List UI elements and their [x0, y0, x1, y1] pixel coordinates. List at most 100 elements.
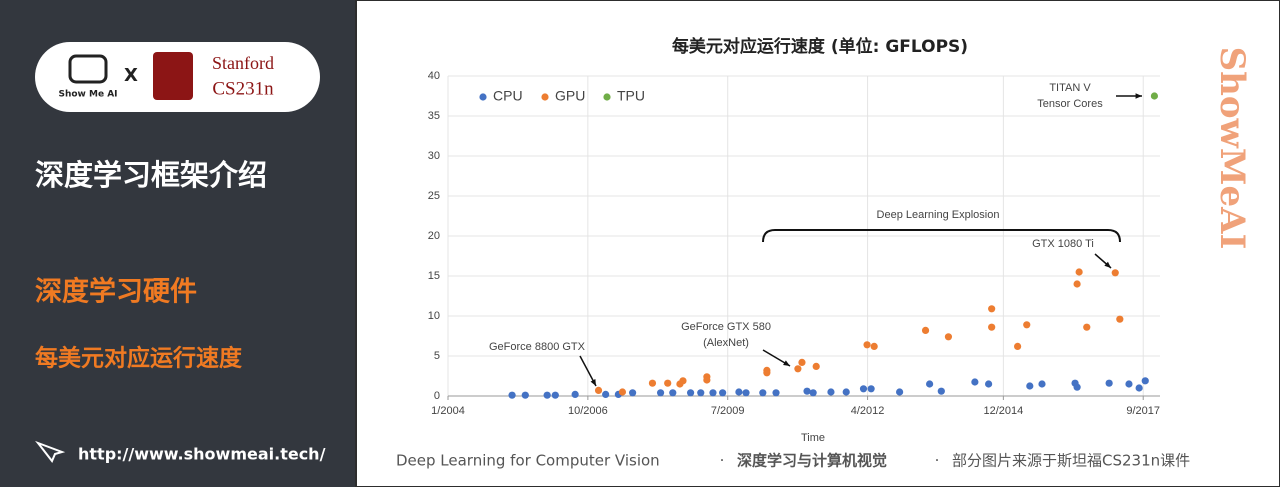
x-tick-label: 9/2017 [1126, 405, 1160, 417]
footer-separator-2: · [935, 452, 940, 470]
logo-icon [68, 54, 108, 84]
legend-label: TPU [617, 88, 645, 104]
footer-separator: · [720, 452, 725, 470]
point [988, 305, 996, 313]
x-tick-label: 1/2004 [431, 405, 465, 417]
point [656, 389, 665, 397]
point [1125, 380, 1133, 388]
point [926, 380, 934, 388]
x-axis-label: Time [801, 432, 825, 444]
point [1105, 379, 1113, 387]
point [648, 379, 657, 387]
point [944, 333, 953, 341]
point [571, 390, 579, 398]
point [508, 391, 516, 399]
x-tick-label: 10/2006 [568, 405, 608, 417]
point [629, 389, 637, 397]
point [985, 380, 993, 388]
y-tick-label: 35 [428, 110, 440, 122]
logo-school: Stanford [212, 53, 274, 73]
subtopic: 每美元对应运行速度 [35, 345, 243, 372]
point [809, 389, 817, 397]
arrow-head [783, 360, 790, 366]
point [827, 388, 835, 396]
point [686, 389, 695, 397]
watermark: ShowMeAI [1212, 47, 1252, 250]
point [1073, 383, 1081, 391]
stanford-logo [153, 52, 193, 100]
point [719, 389, 727, 397]
point [870, 342, 878, 350]
legend-marker [603, 93, 611, 101]
point [1014, 342, 1022, 350]
section-title: 深度学习框架介绍 [35, 158, 267, 192]
x-tick-label: 12/2014 [983, 405, 1023, 417]
point [602, 390, 610, 398]
point [1023, 321, 1031, 329]
footer-english: Deep Learning for Computer Vision [396, 452, 660, 470]
y-tick-label: 40 [428, 70, 440, 82]
point [798, 358, 806, 366]
y-tick-label: 10 [428, 310, 440, 322]
point [863, 341, 871, 349]
annotation: GeForce 8800 GTX [489, 341, 586, 353]
point [896, 388, 904, 396]
legend-label: GPU [555, 88, 585, 104]
annotation: Tensor Cores [1037, 98, 1103, 110]
point [971, 378, 979, 386]
point [1073, 280, 1081, 288]
point [618, 388, 627, 396]
cursor-icon [35, 440, 66, 463]
point [812, 362, 820, 370]
annotation: GTX 1080 Ti [1032, 238, 1094, 250]
point [1150, 92, 1159, 100]
point [521, 391, 529, 399]
logo-course: CS231n [212, 78, 274, 99]
legend-marker [541, 93, 549, 101]
y-tick-label: 15 [428, 270, 440, 282]
point [709, 389, 717, 397]
point [703, 376, 711, 384]
annotation: Deep Learning Explosion [877, 209, 1000, 221]
point [735, 388, 743, 396]
point [1083, 323, 1091, 331]
y-tick-label: 30 [428, 150, 440, 162]
point [921, 326, 930, 334]
point [867, 385, 875, 393]
point [937, 387, 945, 395]
point [543, 391, 551, 399]
point [772, 389, 780, 397]
footer-source: 部分图片来源于斯坦福CS231n课件 [952, 452, 1190, 470]
point [1038, 380, 1046, 388]
arrow-head [1135, 93, 1142, 99]
y-tick-label: 20 [428, 230, 440, 242]
annotation: (AlexNet) [703, 337, 749, 349]
point [664, 379, 672, 387]
legend-marker [479, 93, 487, 101]
url[interactable]: http://www.showmeai.tech/ [78, 445, 326, 464]
x-tick-label: 4/2012 [851, 405, 885, 417]
chart-title: 每美元对应运行速度 (单位: GFLOPS) [672, 36, 968, 57]
annotation: TITAN V [1049, 82, 1091, 94]
legend-label: CPU [493, 88, 523, 104]
point [759, 389, 767, 397]
explosion-bracket [762, 229, 1121, 243]
point [859, 385, 868, 393]
y-tick-label: 25 [428, 190, 440, 202]
point [742, 389, 750, 397]
point [1141, 377, 1149, 385]
point [697, 389, 705, 397]
x-tick-label: 7/2009 [711, 405, 745, 417]
y-tick-label: 0 [434, 390, 440, 402]
point [1026, 382, 1034, 390]
point [842, 388, 850, 396]
point [551, 391, 559, 399]
point [1116, 315, 1124, 323]
content-panel [355, 0, 1280, 487]
point [669, 389, 677, 397]
point [594, 386, 603, 394]
point [803, 387, 811, 395]
logo-cross: X [124, 65, 138, 86]
